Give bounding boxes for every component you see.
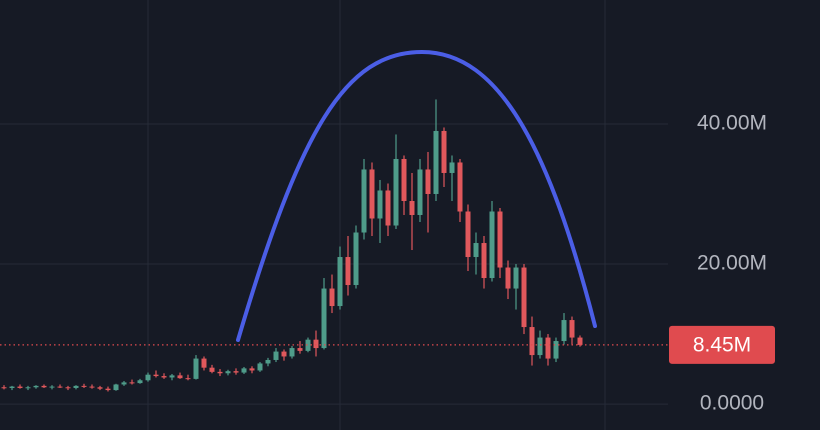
candle-body [345,257,351,286]
candle-body [377,190,383,219]
candle-body [441,130,447,173]
candle-body [241,368,247,373]
candle-body [217,371,223,374]
y-tick-label: 0.0000 [700,392,764,415]
candle-body [257,363,263,371]
candle-body [153,374,159,377]
candle-body [313,339,319,349]
candle-body [449,162,455,173]
plot [0,99,668,405]
candle-body [457,162,463,212]
candle-body [81,385,87,387]
candle-body [329,288,335,307]
candle-body [417,169,423,215]
arc-drawing [236,49,597,342]
candle-body [161,376,167,378]
candle-body [1,387,7,389]
candle-body [89,386,95,388]
candle-body [497,211,503,268]
candle-body [41,385,47,388]
candle-body [233,371,239,373]
candle-body [505,267,511,289]
candle-body [353,232,359,286]
candle-body [553,341,559,359]
candle-body [49,386,55,388]
candle-body [129,382,135,384]
candle-body [185,378,191,380]
candle-body [297,348,303,351]
candle-body [521,267,527,328]
y-tick-label: 20.00M [697,252,767,275]
candle-body [281,351,287,357]
candle-body [33,385,39,388]
candle-body [529,327,535,356]
candle-body [97,387,103,389]
candle-body [545,337,551,359]
y-tick-label: 40.00M [697,112,767,135]
candle-body [409,200,415,215]
candle-body [169,375,175,378]
candle-body [9,386,15,388]
candle-body [425,169,431,194]
candle-body [569,320,575,338]
candle-body [273,351,279,360]
candle-body [145,374,151,381]
candle-body [577,337,583,345]
candle-body [249,368,255,371]
candle-body [73,385,79,388]
candle-body [25,387,31,389]
last-price-label: 8.45M [693,333,751,356]
candle-body [305,339,311,351]
candle-body [225,371,231,374]
candle-body [57,386,63,388]
candle-body [265,359,271,364]
candle-body [465,211,471,258]
candle-body [337,257,343,307]
candle-body [121,382,127,385]
candle-body [65,387,71,389]
candle-body [289,348,295,357]
candle-body [361,169,367,233]
candle-body [385,190,391,226]
candle-body [393,158,399,226]
candle-body [17,386,23,388]
candle-body [481,243,487,279]
candle-body [321,288,327,349]
candle-body [137,380,143,384]
last-price-badge [669,325,775,364]
candle-body [537,337,543,356]
candle-body [177,375,183,379]
candle-body [209,367,215,372]
candle-body [105,388,111,391]
candle-body [193,358,199,379]
candle-body [513,267,519,289]
candle-body [489,211,495,279]
candle-body [433,130,439,194]
candle-body [369,169,375,219]
candle-body [113,384,119,391]
candle-body [201,358,207,368]
candle-body [561,320,567,342]
candle-body [401,158,407,201]
candle-body [473,243,479,258]
